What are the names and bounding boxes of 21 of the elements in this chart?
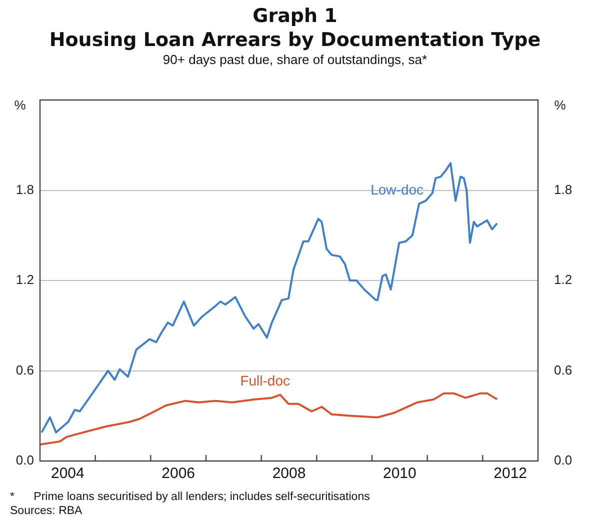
chart-subtitle: 90+ days past due, share of outstandings, sa* xyxy=(162,52,428,67)
chart-title: Graph 1 Housing Loan Arrears by Documentation Type xyxy=(48,4,542,52)
y2-tick-label: 0.0 xyxy=(554,452,572,468)
y-tick-label: 1.2 xyxy=(16,272,34,288)
series-label: Full-doc xyxy=(240,372,290,389)
y-tick-label: 0.0 xyxy=(16,452,34,468)
source-note: Sources: RBA xyxy=(10,504,84,518)
x-tick-label: 2008 xyxy=(272,465,306,482)
y-tick-label: 1.8 xyxy=(16,182,34,197)
y2-tick-label: 0.6 xyxy=(554,362,572,378)
x-tick-label: 2006 xyxy=(162,465,196,482)
y2-tick-label: 1.2 xyxy=(554,272,572,288)
y2-tick-label: 1.8 xyxy=(554,182,572,197)
series-label: Low-doc xyxy=(370,182,424,198)
y-axis-title: % xyxy=(14,98,26,113)
y2-axis-title: % xyxy=(554,98,566,113)
x-tick-label: 2012 xyxy=(494,465,528,482)
x-tick-label: 2010 xyxy=(382,465,416,482)
x-tick-label: 2004 xyxy=(50,465,84,482)
y-tick-label: 0.6 xyxy=(16,362,34,378)
text: * Prime loans securitised by all lenders; includes self-securitisations xyxy=(10,490,370,504)
